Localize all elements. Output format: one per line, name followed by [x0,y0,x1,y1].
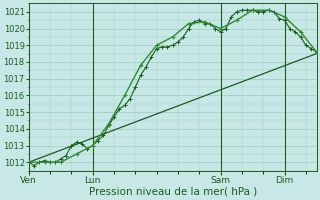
X-axis label: Pression niveau de la mer( hPa ): Pression niveau de la mer( hPa ) [89,187,257,197]
